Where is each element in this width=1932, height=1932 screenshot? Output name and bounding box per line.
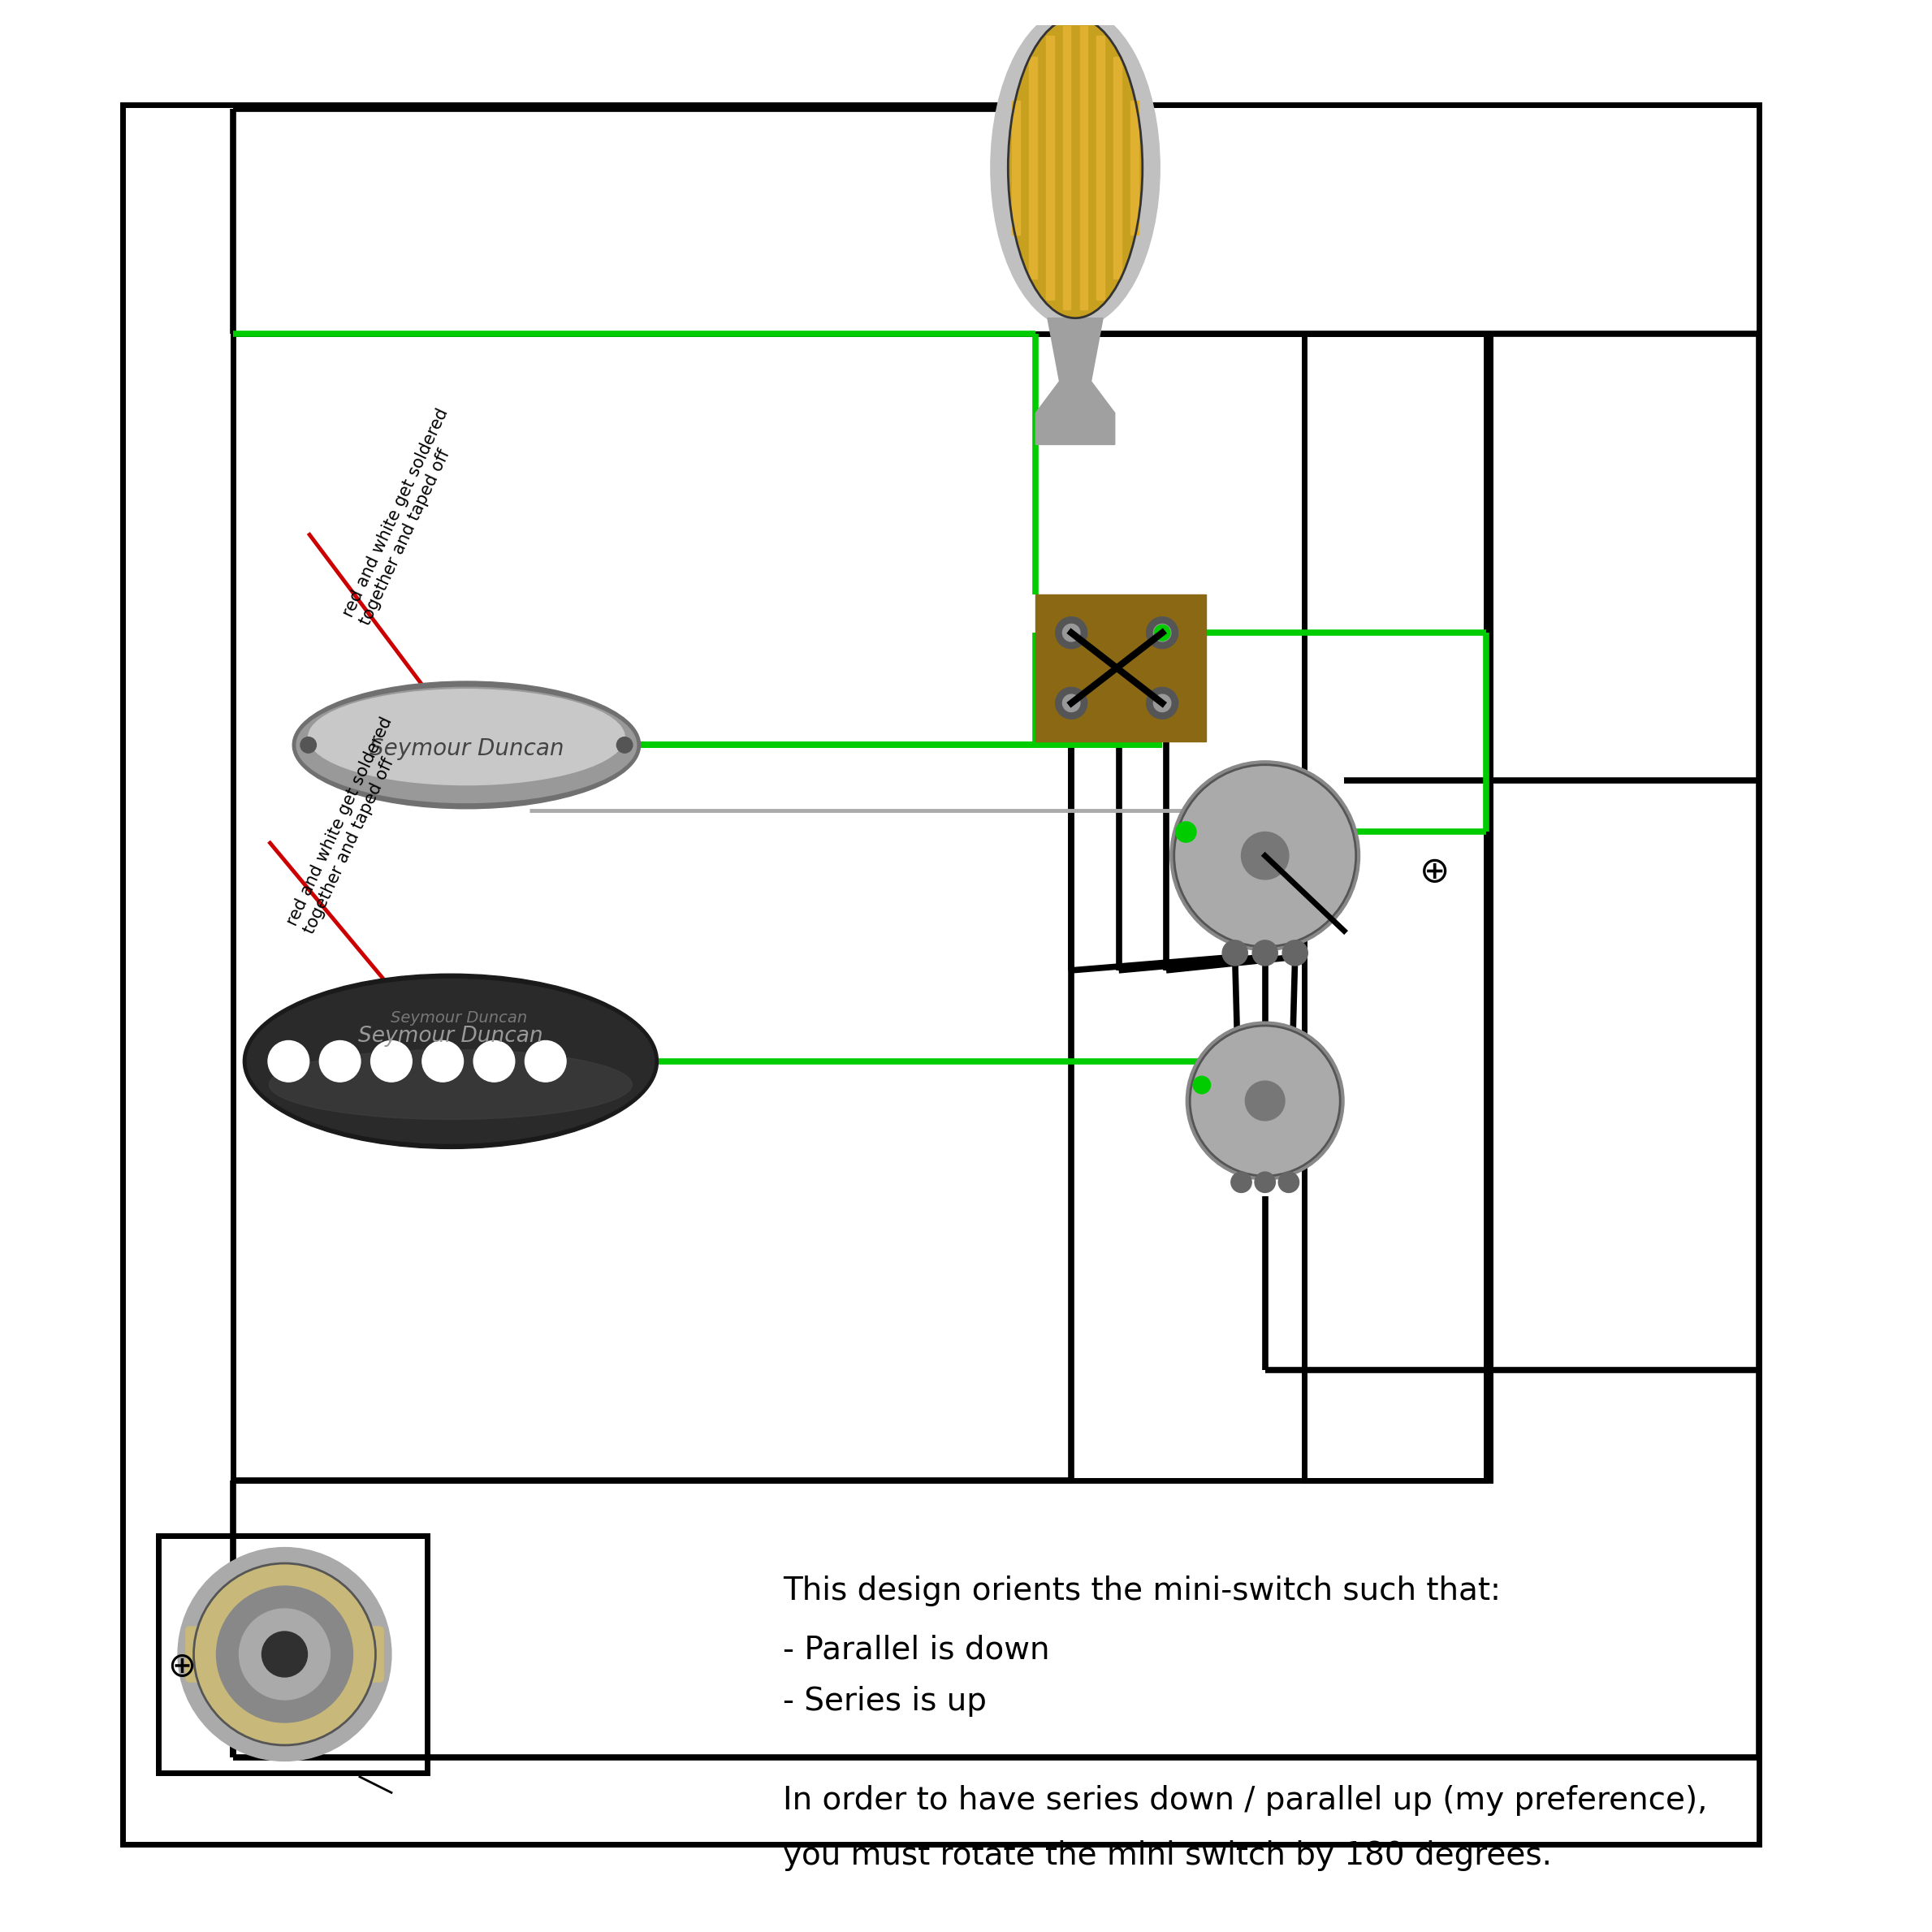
Circle shape [301,738,317,753]
Bar [1030,58,1037,278]
Circle shape [1177,821,1196,842]
Bar [158,1536,427,1774]
Text: red and white get soldered
together and taped off: red and white get soldered together and … [340,406,468,628]
Circle shape [1146,616,1179,649]
Ellipse shape [243,974,659,1150]
Text: In order to have series down / parallel up (my preference),: In order to have series down / parallel … [782,1785,1708,1816]
Circle shape [473,1041,514,1082]
Ellipse shape [292,682,639,810]
Circle shape [1153,694,1171,711]
Circle shape [1283,941,1308,966]
Circle shape [616,738,632,753]
Circle shape [263,1631,307,1677]
Ellipse shape [991,8,1159,328]
Circle shape [1254,1173,1275,1192]
Circle shape [1223,941,1248,966]
Circle shape [1246,1082,1285,1121]
Circle shape [1231,1173,1252,1192]
Bar [1097,35,1105,299]
Text: red and white get soldered
together and taped off: red and white get soldered together and … [284,715,413,937]
Text: - Parallel is down: - Parallel is down [782,1634,1049,1665]
Polygon shape [1036,319,1115,444]
Bar [1036,595,1206,742]
Bar [1130,100,1138,236]
Ellipse shape [309,690,624,784]
Ellipse shape [296,688,636,802]
Bar [234,334,1490,1480]
Circle shape [1175,765,1356,947]
Text: Seymour Duncan: Seymour Duncan [369,738,564,761]
Circle shape [423,1041,464,1082]
Bar [1080,27,1088,309]
Text: - Series is up: - Series is up [782,1687,987,1718]
Bar [1051,0,1099,6]
FancyBboxPatch shape [185,1627,218,1683]
Ellipse shape [1009,17,1142,319]
Ellipse shape [247,980,655,1144]
Bar [1304,334,1486,1480]
Ellipse shape [269,1049,632,1119]
Circle shape [178,1548,392,1760]
Text: This design orients the mini-switch such that:: This design orients the mini-switch such… [782,1575,1501,1605]
Bar [1113,58,1122,278]
Circle shape [319,1041,361,1082]
Circle shape [1190,1026,1341,1177]
Bar [1045,35,1053,299]
Circle shape [1055,616,1088,649]
Circle shape [1252,941,1277,966]
Circle shape [1153,624,1171,641]
Circle shape [1171,761,1360,951]
Bar [1068,334,1082,440]
Circle shape [1240,833,1289,879]
Circle shape [1194,1076,1211,1094]
Text: ⊕: ⊕ [1420,854,1451,889]
Circle shape [1279,1173,1298,1192]
Circle shape [193,1563,375,1745]
Circle shape [1153,624,1171,641]
Circle shape [1186,1022,1345,1180]
Circle shape [1063,694,1080,711]
Text: you must rotate the mini switch by 180 degrees.: you must rotate the mini switch by 180 d… [782,1839,1551,1870]
Bar [1063,27,1070,309]
Circle shape [1055,688,1088,719]
Bar [1012,100,1020,236]
Circle shape [240,1609,330,1700]
Circle shape [1146,688,1179,719]
Circle shape [269,1041,309,1082]
Text: ⊕: ⊕ [168,1650,195,1683]
FancyBboxPatch shape [352,1627,383,1683]
Circle shape [216,1586,354,1723]
Bar [122,104,1760,1843]
Circle shape [526,1041,566,1082]
Circle shape [371,1041,412,1082]
Text: Seymour Duncan: Seymour Duncan [357,1026,543,1047]
Circle shape [1063,624,1080,641]
Text: Seymour Duncan: Seymour Duncan [390,1010,527,1026]
